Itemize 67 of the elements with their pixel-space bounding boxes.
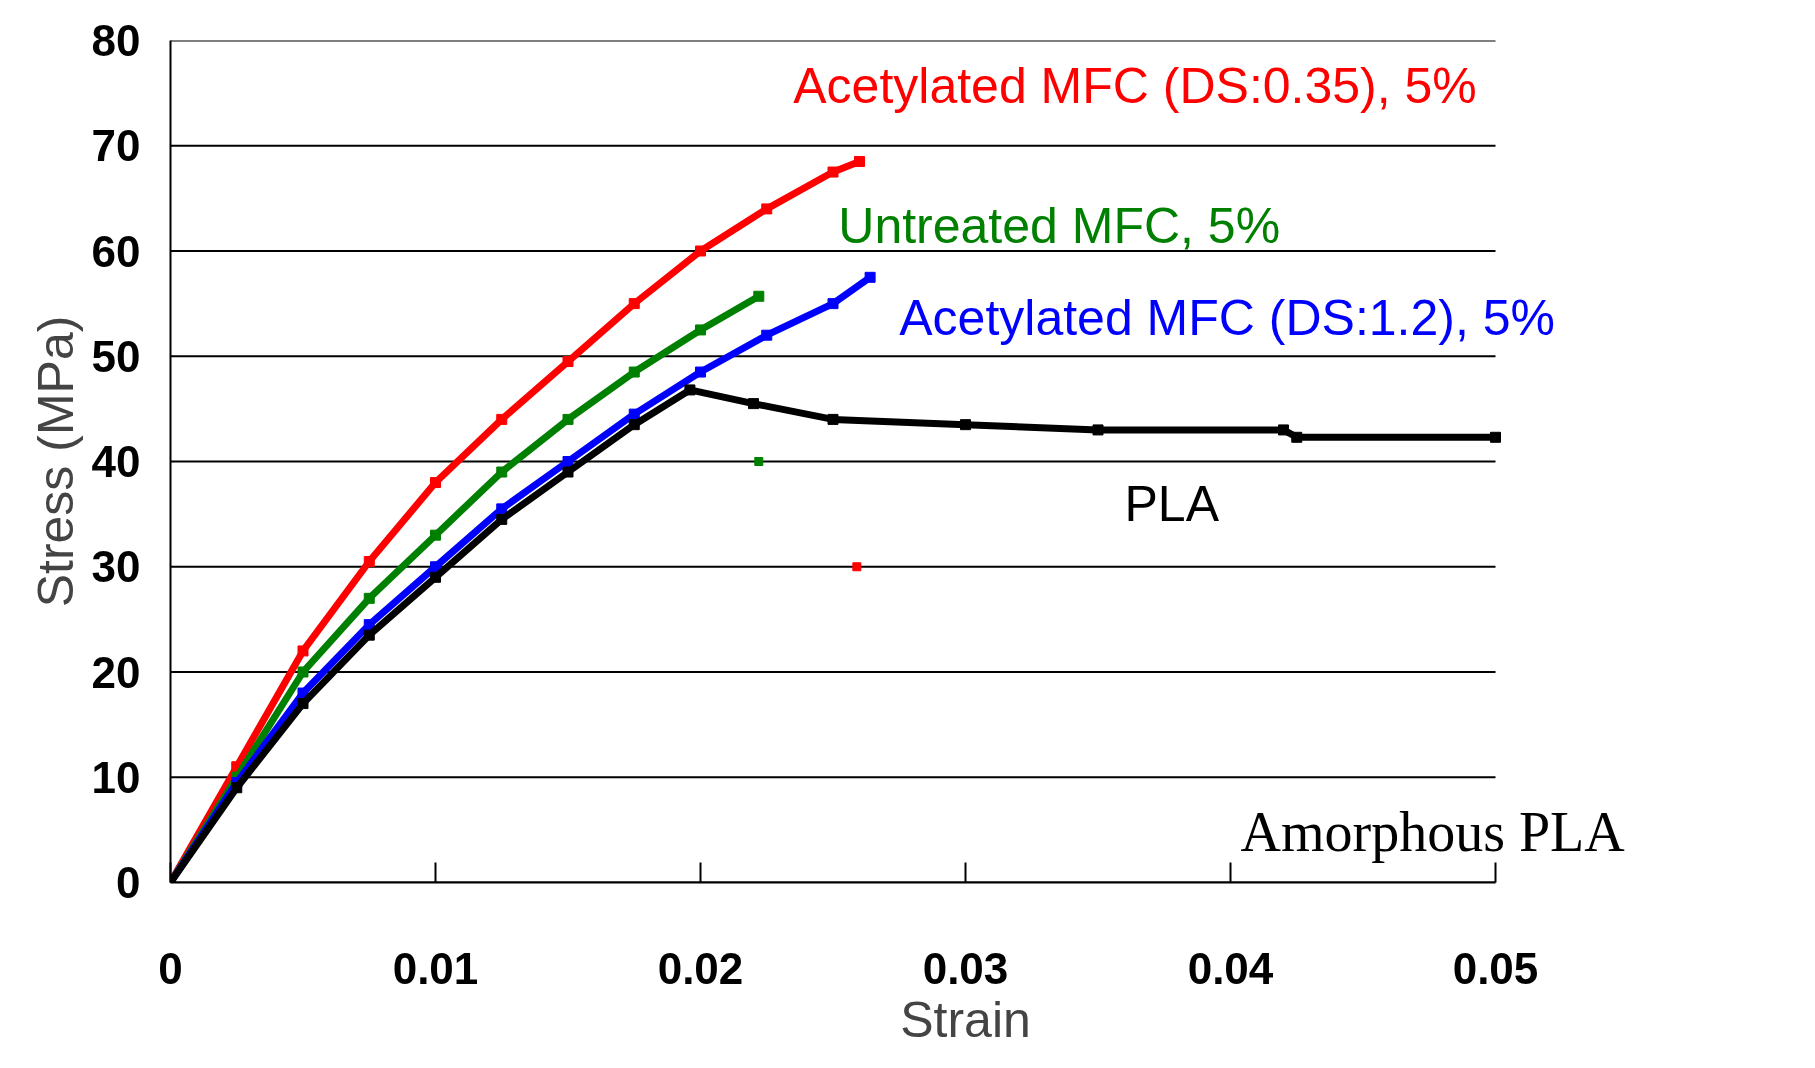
- point: [748, 398, 759, 410]
- y-tick-label: 80: [91, 16, 141, 65]
- point: [695, 245, 706, 257]
- point: [297, 687, 309, 699]
- point: [761, 203, 773, 215]
- point: [496, 513, 508, 525]
- point: [864, 271, 876, 283]
- y-tick-label: 30: [91, 542, 141, 592]
- point: [695, 366, 706, 378]
- point: [1490, 431, 1501, 443]
- point: [430, 571, 441, 583]
- x-tick-label: 0.02: [657, 943, 744, 993]
- series-label: Acetylated MFC (DS:0.35), 5%: [793, 58, 1477, 115]
- point: [363, 555, 375, 567]
- point: [852, 562, 862, 572]
- point: [297, 698, 309, 710]
- y-tick-label: 0: [116, 858, 141, 907]
- x-tick-label: 0.03: [922, 943, 1009, 993]
- series-label: Acetylated MFC (DS:1.2), 5%: [899, 289, 1556, 346]
- y-tick-label: 50: [91, 331, 141, 381]
- point: [363, 629, 375, 641]
- point: [628, 366, 640, 378]
- point: [363, 592, 375, 604]
- y-tick-label: 60: [91, 226, 141, 276]
- x-axis-title: Strain: [900, 991, 1031, 1048]
- point: [430, 529, 441, 541]
- y-tick-label: 40: [91, 437, 141, 486]
- y-tick-label: 70: [91, 121, 141, 171]
- point: [1278, 424, 1289, 436]
- point: [562, 413, 574, 425]
- x-tick-label: 0.05: [1452, 943, 1539, 993]
- point: [827, 413, 839, 425]
- point: [628, 419, 640, 431]
- y-tick-label: 20: [91, 647, 141, 697]
- x-tick-label: 0.04: [1187, 943, 1274, 993]
- y-tick-label: 10: [91, 752, 141, 802]
- point: [628, 408, 640, 420]
- series-label: PLA: [1124, 476, 1220, 533]
- point: [960, 419, 971, 431]
- point: [753, 290, 765, 302]
- x-tick-label: 0: [158, 943, 183, 993]
- point: [231, 782, 243, 794]
- point: [827, 166, 839, 178]
- annotation: Amorphous PLA: [1240, 800, 1626, 863]
- point: [854, 156, 865, 168]
- point: [1092, 424, 1104, 436]
- point: [496, 413, 508, 425]
- point: [562, 356, 574, 368]
- point: [1291, 431, 1303, 443]
- point: [628, 298, 640, 310]
- point: [827, 298, 839, 310]
- point: [297, 645, 309, 657]
- point: [297, 666, 309, 678]
- point: [684, 384, 696, 396]
- point: [430, 561, 441, 573]
- y-axis-title: Stress (MPa): [27, 315, 84, 608]
- point: [430, 477, 441, 489]
- x-tick-label: 0.01: [392, 943, 479, 993]
- point: [695, 324, 706, 336]
- series-label: Untreated MFC, 5%: [838, 198, 1281, 255]
- point: [496, 466, 508, 478]
- point: [562, 466, 574, 478]
- point: [496, 503, 508, 515]
- point: [562, 456, 574, 467]
- point: [754, 457, 764, 466]
- point: [363, 619, 375, 631]
- point: [761, 329, 773, 341]
